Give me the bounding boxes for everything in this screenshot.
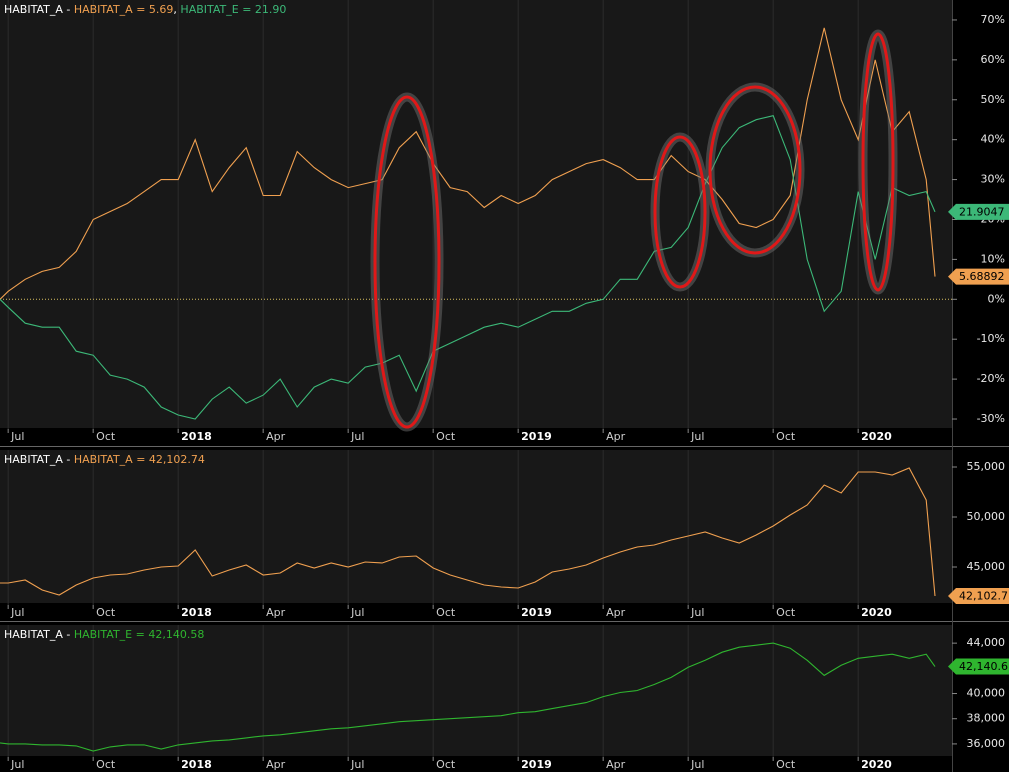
ellipse <box>653 135 707 289</box>
x-tick-label: Jul <box>690 758 704 771</box>
legend-entry: HABITAT_A = 42,102.74 <box>74 453 205 466</box>
legend: HABITAT_A - HABITAT_A = 5.69, HABITAT_E … <box>4 3 286 16</box>
legend-prefix: HABITAT_A - <box>4 3 74 16</box>
x-tick-label: Jul <box>690 606 704 619</box>
x-tick-label: Oct <box>436 430 456 443</box>
x-tick-label: Apr <box>266 430 286 443</box>
legend: HABITAT_A - HABITAT_E = 42,140.58 <box>4 628 204 641</box>
legend-entry: HABITAT_E = 42,140.58 <box>74 628 205 641</box>
y-tick-label: 60% <box>981 53 1005 66</box>
x-tick-label: Oct <box>436 606 456 619</box>
x-tick-label: 2020 <box>861 606 892 619</box>
last-value-box <box>948 203 1009 220</box>
x-tick-label: Apr <box>606 606 626 619</box>
x-tick-label: Jul <box>350 758 364 771</box>
y-tick-label: 30% <box>981 173 1005 186</box>
series-line <box>0 467 936 597</box>
y-tick-label: -30% <box>977 412 1005 425</box>
x-tick-label: Jul <box>10 606 24 619</box>
last-value-label: 21.9047 <box>959 205 1005 218</box>
x-tick-label: Oct <box>96 758 116 771</box>
y-tick-label: 50,000 <box>967 510 1006 523</box>
series-line <box>0 115 936 420</box>
annotations <box>370 29 898 432</box>
y-tick-label: 36,000 <box>967 737 1006 750</box>
x-tick-label: Oct <box>96 430 116 443</box>
legend-entry: HABITAT_A = 5.69 <box>74 3 174 16</box>
y-tick-label: -10% <box>977 332 1005 345</box>
x-tick-label: Oct <box>776 430 796 443</box>
x-tick-label: Oct <box>776 606 796 619</box>
y-tick-label: -20% <box>977 372 1005 385</box>
x-tick-label: Apr <box>266 758 286 771</box>
x-tick-label: Jul <box>350 430 364 443</box>
y-tick-label: 50% <box>981 93 1005 106</box>
y-tick-label: 55,000 <box>967 460 1006 473</box>
ellipse <box>708 85 802 255</box>
ellipse <box>861 32 895 292</box>
x-tick-label: 2019 <box>521 430 552 443</box>
y-tick-label: 10% <box>981 252 1005 265</box>
x-tick-label: Oct <box>436 758 456 771</box>
legend: HABITAT_A - HABITAT_A = 42,102.74 <box>4 453 205 466</box>
y-tick-label: 70% <box>981 13 1005 26</box>
last-value-label: 42,140.6 <box>959 660 1008 673</box>
x-tick-label: 2019 <box>521 606 552 619</box>
x-tick-label: Jul <box>10 430 24 443</box>
series-line <box>0 642 936 752</box>
x-tick-label: 2020 <box>861 758 892 771</box>
x-tick-label: Jul <box>690 430 704 443</box>
x-tick-label: 2018 <box>181 606 212 619</box>
x-tick-label: Jul <box>350 606 364 619</box>
panel-background <box>0 625 952 756</box>
legend-prefix: HABITAT_A - <box>4 453 74 466</box>
x-tick-label: Apr <box>606 430 626 443</box>
y-tick-label: 44,000 <box>967 636 1006 649</box>
x-tick-label: Jul <box>10 758 24 771</box>
series-line <box>0 27 936 300</box>
y-tick-label: 40% <box>981 133 1005 146</box>
x-tick-label: Apr <box>606 758 626 771</box>
last-value-box <box>948 587 1009 604</box>
last-value-box <box>948 658 1009 675</box>
x-tick-label: Apr <box>266 606 286 619</box>
x-tick-label: 2018 <box>181 758 212 771</box>
x-tick-label: Oct <box>96 606 116 619</box>
ellipse-highlight <box>373 32 895 429</box>
legend-separator: , <box>173 3 180 16</box>
x-tick-label: 2018 <box>181 430 212 443</box>
y-tick-label: 40,000 <box>967 687 1006 700</box>
last-value-box <box>948 268 1009 285</box>
x-tick-label: 2019 <box>521 758 552 771</box>
y-tick-label: 38,000 <box>967 712 1006 725</box>
panel-background <box>0 450 952 603</box>
last-value-label: 5.68892 <box>959 270 1005 283</box>
ellipse <box>373 95 441 429</box>
panel-background <box>0 0 952 428</box>
last-value-label: 42,102.7 <box>959 589 1008 602</box>
y-tick-label: 0% <box>988 292 1005 305</box>
x-tick-label: 2020 <box>861 430 892 443</box>
legend-entry: HABITAT_E = 21.90 <box>180 3 286 16</box>
x-tick-label: Oct <box>776 758 796 771</box>
legend-prefix: HABITAT_A - <box>4 628 74 641</box>
y-tick-label: 45,000 <box>967 560 1006 573</box>
